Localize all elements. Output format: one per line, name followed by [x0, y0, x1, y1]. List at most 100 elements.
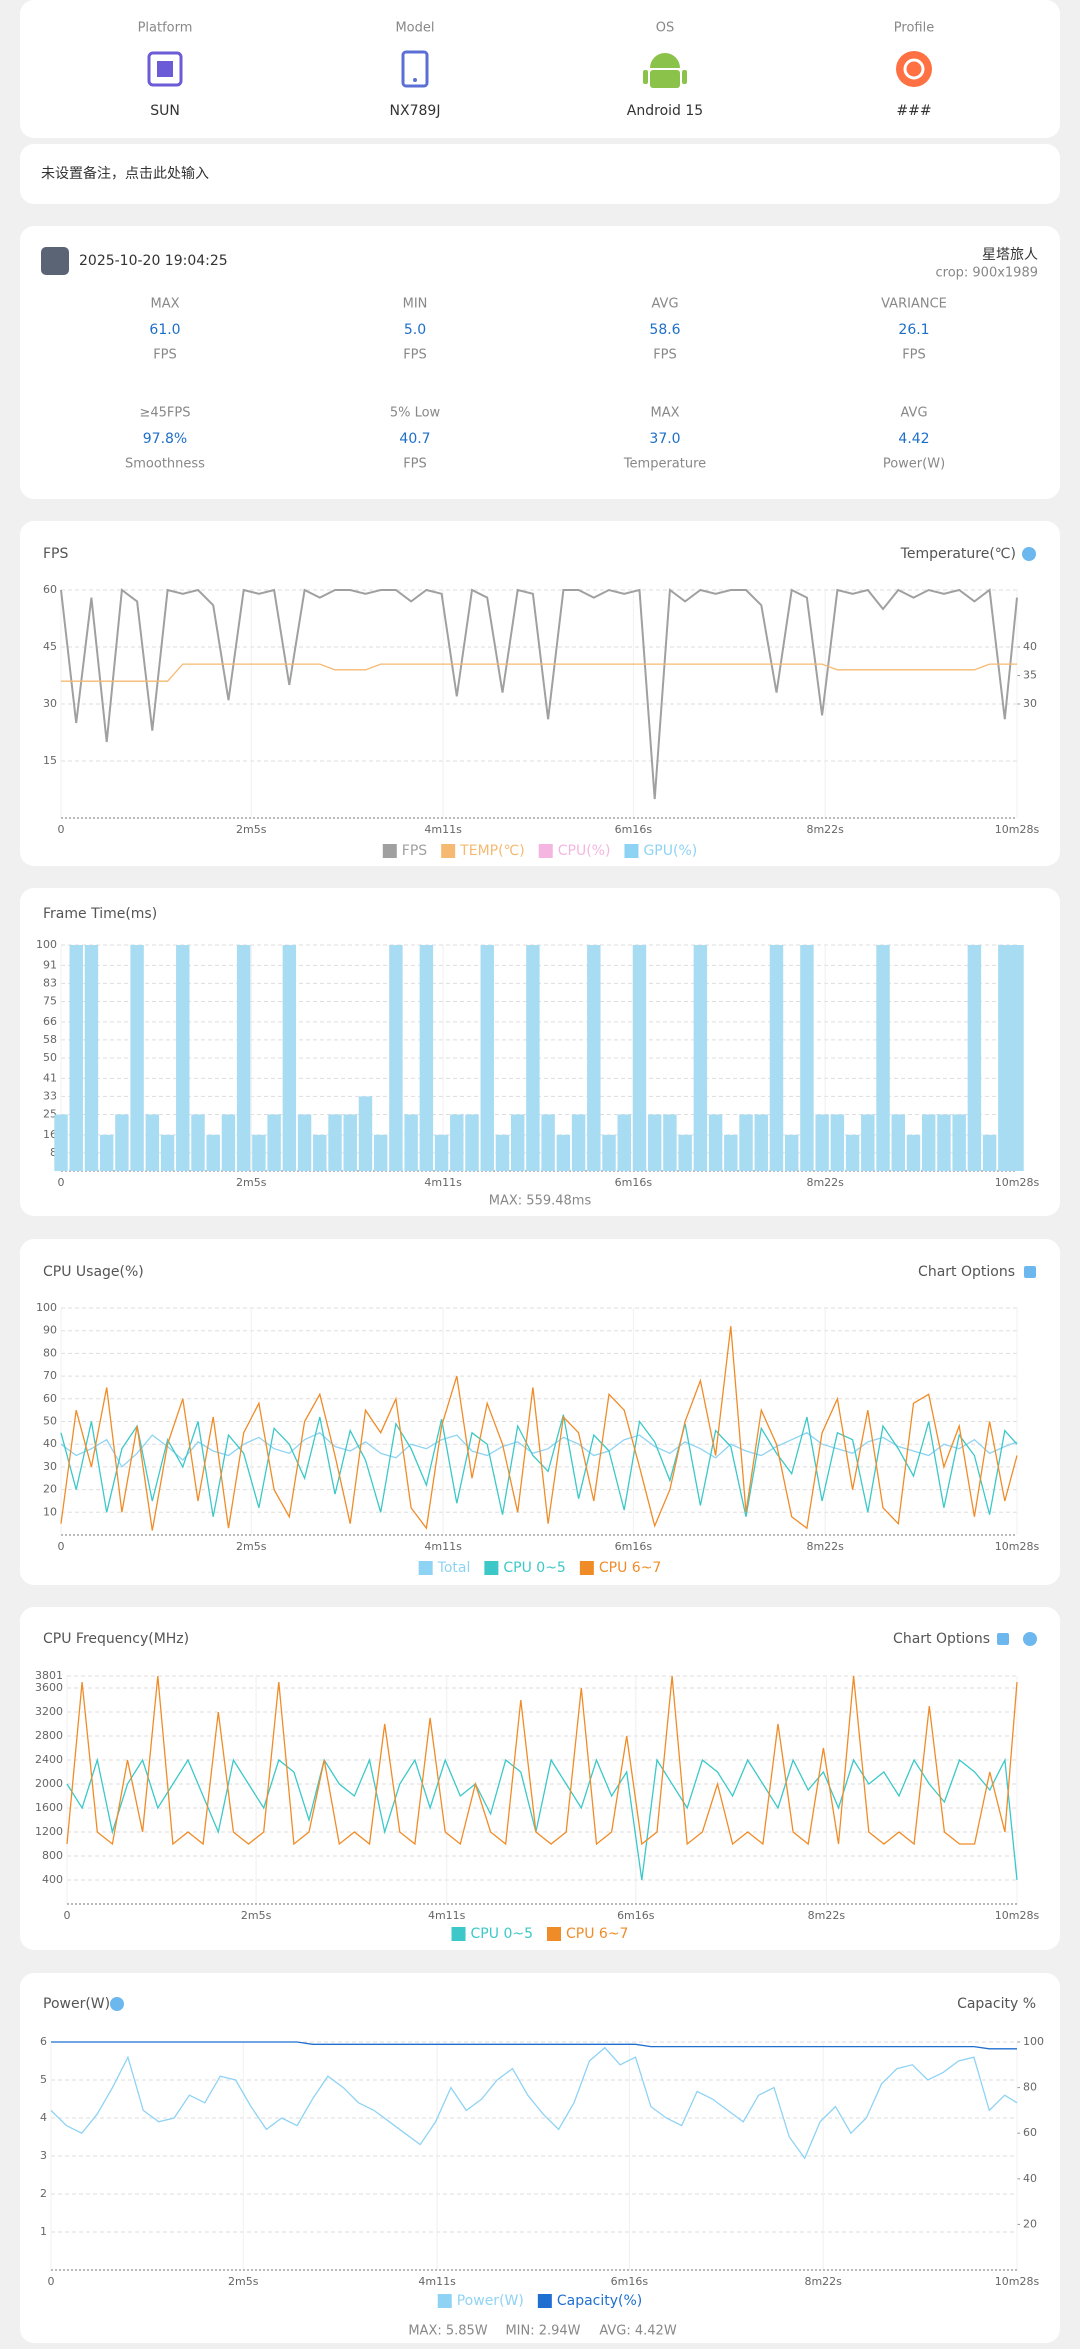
- x-tick-label: 8m22s: [806, 1176, 844, 1189]
- x-tick-label: 6m16s: [615, 823, 653, 836]
- device-value: SUN: [150, 103, 180, 119]
- x-tick-label: 10m28s: [995, 1909, 1040, 1922]
- y2-tick-label: 60: [1023, 2126, 1037, 2139]
- stat-value: 58.6: [649, 322, 680, 338]
- chart-title: FPS: [43, 546, 68, 562]
- bar: [373, 1134, 388, 1171]
- y-tick-label: 2400: [35, 1753, 63, 1766]
- x-tick-label: 2m5s: [236, 823, 267, 836]
- legend-swatch: [451, 1927, 466, 1941]
- bar: [754, 1114, 768, 1171]
- series-line: [60, 1326, 1018, 1531]
- y-tick-label: 60: [43, 583, 57, 596]
- profile-icon: [896, 51, 932, 87]
- x-tick-label: 6m16s: [615, 1176, 653, 1189]
- legend-label: Total: [437, 1560, 471, 1576]
- y-tick-label: 20: [43, 1483, 57, 1496]
- x-tick-label: 0: [48, 2275, 55, 2288]
- legend: Power(W) Capacity(%): [437, 2293, 642, 2309]
- series-line: [51, 2041, 1017, 2050]
- stat-label: 5% Low: [390, 406, 441, 421]
- x-tick-label: 2m5s: [241, 1909, 272, 1922]
- stat-unit: FPS: [902, 348, 926, 363]
- y-tick-label: 66: [43, 1015, 57, 1028]
- y-tick-label: 45: [43, 640, 57, 653]
- device-label: Profile: [894, 21, 934, 36]
- series-line: [66, 1676, 1018, 1846]
- y-tick-label: 83: [43, 976, 57, 989]
- bar: [69, 945, 83, 1171]
- y-tick-label: 3801: [35, 1669, 63, 1682]
- y-tick-label: 100: [36, 938, 57, 951]
- bar: [602, 1134, 616, 1171]
- legend-label: CPU 6~7: [566, 1926, 628, 1942]
- bar: [191, 1114, 205, 1171]
- bar: [389, 945, 403, 1171]
- legend-label: TEMP(℃): [459, 843, 525, 859]
- crop-size: crop: 900x1989: [935, 266, 1038, 281]
- bar: [739, 1114, 753, 1171]
- x-tick-label: 4m11s: [428, 1909, 466, 1922]
- x-tick-label: 4m11s: [424, 1540, 462, 1553]
- bar: [206, 1134, 220, 1171]
- y-tick-label: 1600: [35, 1801, 63, 1814]
- note-text[interactable]: 未设置备注，点击此处输入: [41, 165, 209, 182]
- pie-icon[interactable]: [1023, 1632, 1037, 1646]
- stat-label: MAX: [150, 297, 179, 312]
- x-tick-label: 0: [58, 1176, 65, 1189]
- power-summary: AVG: 4.42W: [599, 2324, 676, 2339]
- chart-title: Power(W): [43, 1996, 110, 2012]
- x-tick-label: 8m22s: [806, 1540, 844, 1553]
- legend-swatch: [624, 844, 639, 858]
- legend: FPS TEMP(℃) CPU(%) GPU(%): [382, 843, 697, 859]
- bar: [587, 945, 601, 1171]
- bar: [404, 1114, 418, 1171]
- stat-label: MIN: [403, 297, 428, 312]
- y-tick-label: 800: [42, 1849, 63, 1862]
- stat-unit: Smoothness: [125, 457, 205, 472]
- note-card[interactable]: [20, 144, 1060, 204]
- y2-tick-label: 40: [1023, 640, 1037, 653]
- x-tick-label: 6m16s: [617, 1909, 655, 1922]
- y-tick-label: 100: [36, 1301, 57, 1314]
- x-tick-label: 10m28s: [995, 1540, 1040, 1553]
- series-line: [50, 2046, 1018, 2160]
- y-tick-label: 40: [43, 1437, 57, 1450]
- bar: [800, 945, 814, 1171]
- y-tick-label: 8: [50, 1146, 57, 1159]
- legend-label: Power(W): [457, 2293, 524, 2309]
- y-tick-label: 41: [43, 1071, 57, 1084]
- stat-unit: FPS: [653, 348, 677, 363]
- android-icon: [643, 53, 687, 88]
- stat-value: 4.42: [898, 431, 929, 447]
- y-tick-label: 15: [43, 754, 57, 767]
- bar: [252, 1134, 266, 1171]
- stat-value: 61.0: [149, 322, 180, 338]
- y-tick-label: 3: [40, 2149, 47, 2162]
- bar: [967, 945, 982, 1171]
- bar: [876, 945, 890, 1171]
- stat-label: ≥45FPS: [139, 406, 190, 421]
- bar: [130, 945, 144, 1171]
- x-tick-label: 10m28s: [995, 1176, 1040, 1189]
- y-tick-label: 6: [40, 2035, 47, 2048]
- bar: [769, 945, 784, 1171]
- bar: [495, 1134, 510, 1171]
- stat-label: AVG: [651, 297, 678, 312]
- legend-label: Capacity(%): [557, 2293, 642, 2309]
- options-icon[interactable]: [997, 1633, 1009, 1645]
- options-icon[interactable]: [1024, 1266, 1036, 1278]
- bar: [617, 1114, 631, 1171]
- y-tick-label: 1200: [35, 1825, 63, 1838]
- y2-title: Temperature(℃): [900, 546, 1016, 562]
- x-tick-label: 8m22s: [806, 823, 844, 836]
- x-tick-label: 0: [58, 1540, 65, 1553]
- y-tick-label: 70: [43, 1369, 57, 1382]
- x-tick-label: 2m5s: [236, 1540, 267, 1553]
- legend-label: CPU 6~7: [599, 1560, 661, 1576]
- bar: [815, 1114, 829, 1171]
- bar: [556, 1134, 571, 1171]
- stat-value: 26.1: [898, 322, 929, 338]
- chip-icon: [147, 51, 183, 87]
- legend-swatch: [537, 2294, 552, 2308]
